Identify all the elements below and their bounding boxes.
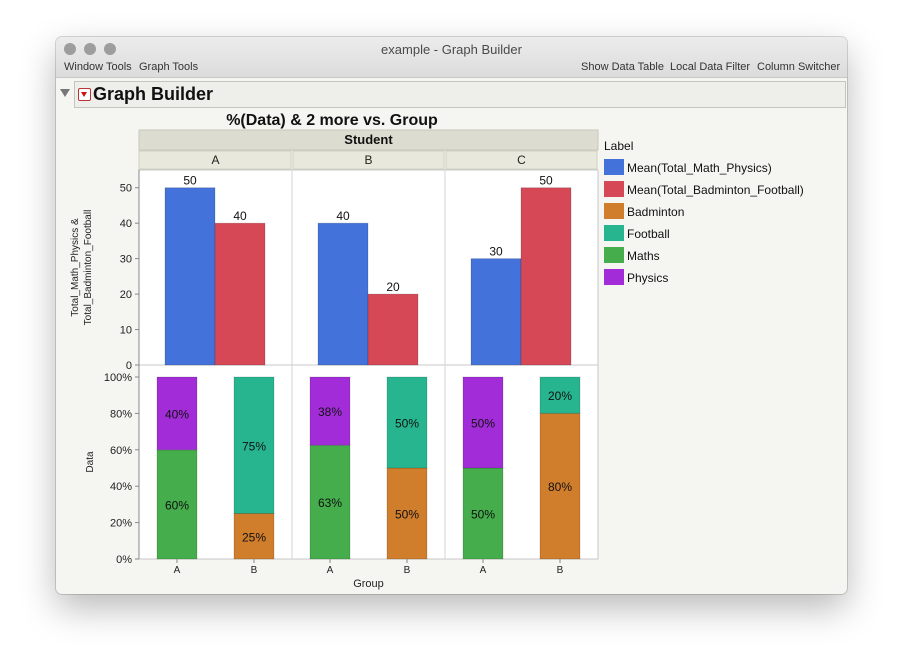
segment-label: 40% [165, 407, 189, 421]
x-tick-label: A [480, 565, 487, 576]
stack-segment-C-maths [462, 467, 504, 560]
disclosure-triangle-icon[interactable] [60, 89, 70, 97]
red-triangle-menu-icon[interactable] [78, 88, 91, 101]
legend-item-label: Badminton [627, 205, 684, 219]
chart-title: %(Data) & 2 more vs. Group [226, 112, 438, 129]
stack-segment-A-badminton [233, 513, 275, 560]
title-bar: example - Graph Builder Window Tools Gra… [56, 37, 847, 78]
top-y-axis-label-line2: Total_Badminton_Football [83, 210, 94, 326]
facet-strip-student [138, 129, 599, 151]
top-y-axis-label-line1: Total_Math_Physics & [70, 218, 81, 317]
stack-segment-B-physics [309, 376, 351, 446]
graph-tools-menu[interactable]: Graph Tools [139, 61, 199, 73]
legend-item-label: Mean(Total_Math_Physics) [627, 161, 772, 175]
zoom-window-button[interactable] [104, 43, 116, 55]
segment-label: 38% [318, 405, 342, 419]
bottom-y-tick-label: 80% [110, 408, 132, 420]
x-tick-label: A [327, 565, 334, 576]
top-y-tick-label: 50 [120, 183, 132, 195]
segment-label: 20% [548, 389, 572, 403]
bar-C-badminton-football [520, 187, 572, 366]
x-tick-label: B [557, 565, 564, 576]
facet-header-C [445, 150, 598, 170]
segment-label: 50% [471, 508, 495, 522]
segment-label: 50% [471, 417, 495, 431]
top-y-tick-label: 10 [120, 325, 132, 337]
x-axis-label: Group [353, 578, 384, 590]
bar-value-label: 50 [539, 174, 553, 188]
segment-label: 75% [242, 439, 266, 453]
bar-value-label: 40 [233, 209, 247, 223]
bar-value-label: 50 [183, 174, 197, 188]
x-tick-label: A [174, 565, 181, 576]
stack-segment-A-football [233, 376, 275, 514]
bar-A-math-physics [164, 187, 216, 366]
segment-label: 80% [548, 480, 572, 494]
stack-segment-B-football [386, 376, 428, 469]
x-tick-label: B [404, 565, 411, 576]
legend-swatch [604, 247, 624, 263]
bar-B-badminton-football [367, 293, 419, 366]
bottom-y-tick-label: 20% [110, 518, 132, 530]
bar-value-label: 20 [386, 280, 400, 294]
legend-swatch [604, 269, 624, 285]
segment-label: 50% [395, 417, 419, 431]
segment-label: 50% [395, 508, 419, 522]
bottom-y-tick-label: 100% [104, 372, 132, 384]
legend-item-label: Football [627, 227, 670, 241]
legend-item-label: Physics [627, 271, 668, 285]
graph-builder-window: example - Graph Builder Window Tools Gra… [56, 37, 847, 594]
legend-swatch [604, 225, 624, 241]
segment-label: 60% [165, 498, 189, 512]
legend-title: Label [604, 139, 633, 153]
segment-label: 25% [242, 530, 266, 544]
bar-value-label: 30 [489, 245, 503, 259]
segment-label: 63% [318, 496, 342, 510]
column-switcher-menu[interactable]: Column Switcher [757, 61, 841, 73]
window-title: example - Graph Builder [381, 42, 522, 57]
x-tick-label: B [251, 565, 258, 576]
top-y-tick-label: 20 [120, 289, 132, 301]
stack-segment-B-maths [309, 444, 351, 560]
close-window-button[interactable] [64, 43, 76, 55]
facet-header-B [292, 150, 445, 170]
bottom-y-axis-label: Data [85, 451, 96, 473]
stack-segment-C-badminton [539, 412, 581, 560]
report-header: Graph Builder [74, 81, 846, 108]
facet-label-C: C [517, 153, 526, 167]
local-data-filter-menu[interactable]: Local Data Filter [670, 61, 751, 73]
facet-strip-label: Student [344, 132, 393, 147]
bottom-y-tick-label: 0% [116, 554, 132, 566]
stack-segment-C-football [539, 376, 581, 414]
bar-value-label: 40 [336, 209, 350, 223]
top-y-tick-label: 0 [126, 360, 132, 372]
stack-segment-A-physics [156, 376, 198, 451]
top-y-tick-label: 30 [120, 254, 132, 266]
minimize-window-button[interactable] [84, 43, 96, 55]
stack-segment-C-physics [462, 376, 504, 469]
legend-item-label: Maths [627, 249, 660, 263]
bottom-y-tick-label: 60% [110, 445, 132, 457]
facet-label-B: B [364, 153, 372, 167]
legend-swatch [604, 181, 624, 197]
bar-B-math-physics [317, 222, 369, 366]
show-data-table-menu[interactable]: Show Data Table [581, 61, 664, 73]
top-y-tick-label: 40 [120, 218, 132, 230]
bottom-y-tick-label: 40% [110, 481, 132, 493]
stack-segment-A-maths [156, 449, 198, 560]
report-title: Graph Builder [93, 84, 214, 104]
plot-area [138, 169, 599, 560]
stack-segment-B-badminton [386, 467, 428, 560]
legend-swatch [604, 159, 624, 175]
bar-A-badminton-football [214, 222, 266, 366]
legend-item-label: Mean(Total_Badminton_Football) [627, 183, 804, 197]
facet-label-A: A [211, 153, 219, 167]
legend-swatch [604, 203, 624, 219]
window-tools-menu[interactable]: Window Tools [64, 61, 132, 73]
facet-header-A [138, 150, 292, 170]
bar-C-math-physics [470, 258, 522, 366]
